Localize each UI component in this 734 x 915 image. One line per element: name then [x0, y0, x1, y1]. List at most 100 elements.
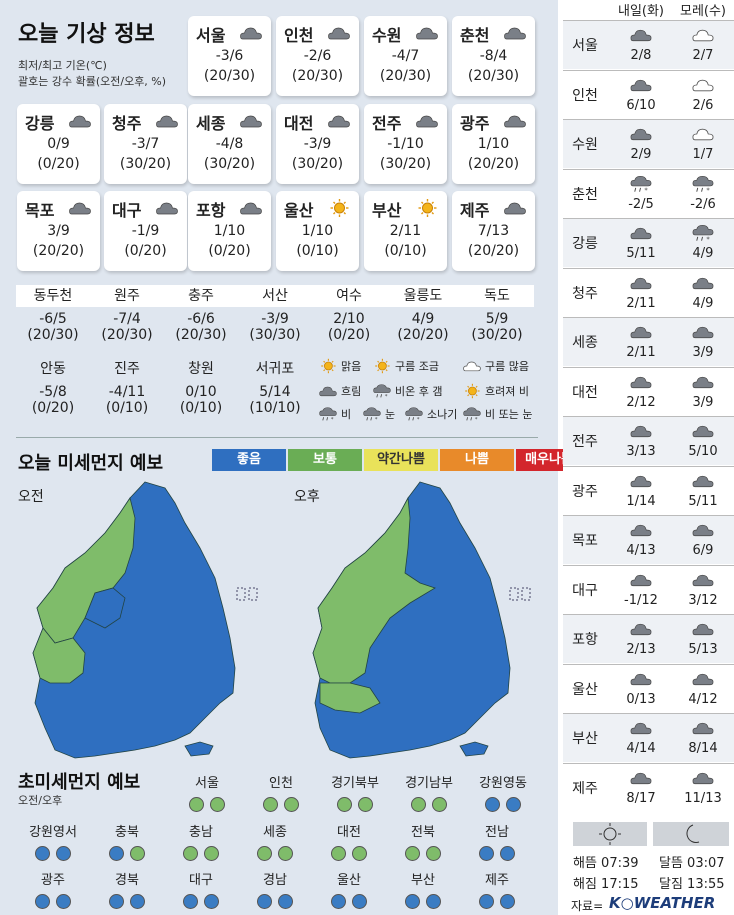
pm-region: 대구	[164, 869, 238, 909]
forecast-city: 전주	[572, 434, 598, 450]
region-prob: (0/20)	[31, 400, 75, 416]
pm-am-dot	[405, 894, 420, 909]
cloud-icon	[630, 326, 652, 339]
region-cell: 동두천 -6/5 (20/30)	[16, 285, 90, 343]
pm-am-dot	[109, 894, 124, 909]
city-card: 포항 1/10 (0/20)	[188, 191, 271, 271]
pm-region-name: 부산	[411, 873, 435, 888]
forecast-row: 대전 2/12 3/9	[563, 366, 734, 416]
forecast-row: 강릉 * 5/11 4/9	[563, 218, 734, 267]
legend-label: 맑음	[341, 360, 362, 373]
dust-map-am	[32, 481, 258, 759]
pm-region-name: 경기남부	[405, 776, 453, 791]
forecast-row: 수원 2/9 1/7	[563, 119, 734, 168]
pm-region-name: 서울	[195, 776, 219, 791]
prob-note: 괄호는 강수 확률(오전/오후, %)	[18, 75, 167, 88]
pm-region-name: 세종	[263, 825, 287, 840]
city-name: 대구	[112, 201, 142, 220]
legend-label: 비 또는 눈	[485, 408, 533, 421]
pm-pm-dot	[56, 894, 71, 909]
cloud-icon	[630, 475, 652, 487]
rain-snow-icon: *	[463, 407, 481, 422]
dust-legend-item: 좋음	[212, 449, 286, 471]
pm-region-name: 울산	[337, 873, 361, 888]
city-temp: 0/9	[47, 136, 70, 152]
forecast-city: 포항	[572, 632, 598, 648]
temp-note: 최저/최고 기온(℃)	[18, 59, 107, 72]
cloud-icon	[328, 27, 350, 40]
pm-region: 제주	[460, 869, 534, 909]
pm-pm-dot	[506, 797, 521, 812]
city-card: 인천 -2/6 (20/30)	[276, 16, 359, 96]
pm-region: 부산	[386, 869, 460, 909]
snow-icon: *	[363, 407, 381, 422]
pm-pm-dot	[204, 846, 219, 861]
region-temp: -6/6	[187, 311, 215, 327]
today-weather-panel: 오늘 기상 정보 최저/최고 기온(℃) 괄호는 강수 확률(오전/오후, %)…	[0, 0, 582, 915]
cloud-icon	[504, 27, 526, 40]
forecast-row: 목포 4/13 6/9	[563, 515, 734, 564]
forecast-day2: 2/7	[692, 48, 714, 63]
city-prob: (20/20)	[32, 243, 85, 259]
city-name: 제주	[460, 201, 490, 220]
moon-box	[653, 822, 729, 846]
pm-region-name: 광주	[41, 873, 65, 888]
region-temp: -7/4	[113, 311, 141, 327]
pm-pm-dot	[56, 846, 71, 861]
city-card: 대구 -1/9 (0/20)	[104, 191, 187, 271]
cloud-icon	[630, 623, 652, 636]
city-card: 청주 -3/7 (30/20)	[104, 104, 187, 184]
forecast-day2: 3/9	[692, 345, 714, 360]
dust-legend-item: 보통	[288, 449, 362, 471]
region-temp: 5/14	[259, 384, 291, 400]
cloud-icon	[692, 475, 714, 487]
pm-pm-dot	[130, 894, 145, 909]
forecast-day1: -1/12	[624, 592, 658, 608]
city-name: 전주	[372, 114, 402, 133]
city-name: 세종	[196, 114, 226, 133]
cloud-icon	[504, 115, 526, 128]
region-prob: (10/10)	[249, 400, 301, 416]
city-temp: 1/10	[301, 223, 334, 239]
pm-region-name: 경남	[263, 873, 287, 888]
cloud-icon	[692, 425, 714, 438]
pm-am-dot	[35, 894, 50, 909]
pm-region: 전북	[386, 821, 460, 861]
city-temp: 1/10	[477, 136, 510, 152]
pm-region-name: 충북	[115, 825, 139, 840]
city-card: 제주 7/13 (20/20)	[452, 191, 535, 271]
cloud-icon	[630, 673, 652, 685]
city-name: 서울	[196, 26, 226, 45]
city-name: 수원	[372, 26, 402, 45]
city-prob: (30/20)	[119, 156, 172, 172]
city-temp: 3/9	[47, 223, 70, 239]
city-prob: (0/20)	[208, 243, 251, 259]
rain-snow-icon: *	[630, 175, 652, 193]
city-temp: -4/8	[215, 136, 244, 152]
forecast-city: 목포	[572, 533, 598, 549]
forecast-row: 대구 -1/12 3/12	[563, 564, 734, 614]
city-name: 목포	[25, 201, 55, 220]
forecast-day2: 3/12	[688, 592, 718, 608]
forecast-city: 대전	[572, 384, 598, 401]
forecast-row: 세종 2/11 3/9	[563, 317, 734, 366]
forecast-day2: 8/14	[688, 741, 718, 756]
shower-icon: *	[405, 407, 423, 422]
svg-text:*: *	[475, 417, 478, 422]
city-name: 광주	[460, 114, 490, 133]
pm-pm-dot	[278, 894, 293, 909]
region-cell: 울릉도 4/9 (20/20)	[386, 285, 460, 343]
region-prob: (30/20)	[471, 327, 523, 343]
sunrise: 해뜸 07:39	[573, 856, 639, 871]
forecast-city: 광주	[572, 483, 598, 500]
sun-icon	[418, 199, 437, 217]
pm-am-dot	[257, 894, 272, 909]
dust-legend-item: 약간나쁨	[364, 449, 438, 471]
region-cell: 독도 5/9 (30/20)	[460, 285, 534, 343]
pm-title: 초미세먼지 예보	[18, 772, 141, 793]
pm-pm-dot	[500, 846, 515, 861]
cloud-icon	[692, 376, 714, 388]
sun-then-rain-icon	[465, 383, 480, 399]
forecast-day1: 3/13	[626, 444, 656, 459]
pm-region: 광주	[16, 869, 90, 909]
